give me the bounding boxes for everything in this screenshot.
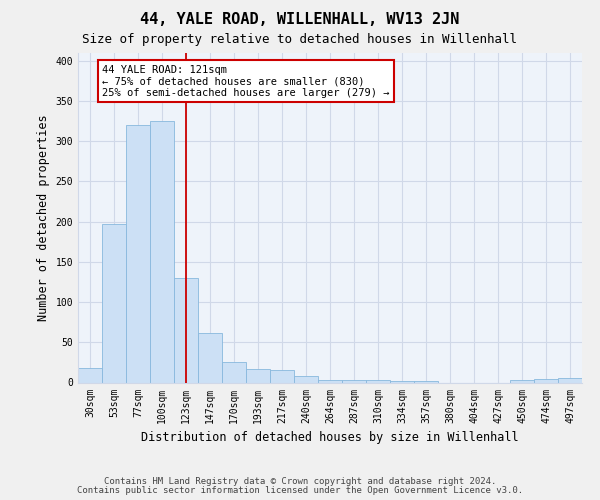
Bar (150, 121, 174, 382)
Bar (558, 378, 582, 382)
Bar (510, 380, 534, 382)
Bar (102, 224, 126, 382)
Text: 44 YALE ROAD: 121sqm
← 75% of detached houses are smaller (830)
25% of semi-deta: 44 YALE ROAD: 121sqm ← 75% of detached h… (102, 64, 389, 98)
X-axis label: Distribution of detached houses by size in Willenhall: Distribution of detached houses by size … (141, 431, 519, 444)
Bar (126, 125, 150, 382)
Bar (294, 376, 318, 382)
Bar (366, 380, 390, 382)
Bar (270, 370, 294, 382)
Bar (174, 278, 198, 382)
Bar (78, 368, 102, 382)
Bar (534, 380, 558, 382)
Text: Contains HM Land Registry data © Crown copyright and database right 2024.: Contains HM Land Registry data © Crown c… (104, 477, 496, 486)
Bar (414, 381, 438, 382)
Text: Contains public sector information licensed under the Open Government Licence v3: Contains public sector information licen… (77, 486, 523, 495)
Bar (246, 369, 270, 382)
Bar (318, 380, 342, 382)
Bar (222, 362, 246, 382)
Text: 44, YALE ROAD, WILLENHALL, WV13 2JN: 44, YALE ROAD, WILLENHALL, WV13 2JN (140, 12, 460, 28)
Bar (390, 381, 414, 382)
Text: Size of property relative to detached houses in Willenhall: Size of property relative to detached ho… (83, 32, 517, 46)
Bar (342, 380, 366, 382)
Bar (198, 332, 222, 382)
Y-axis label: Number of detached properties: Number of detached properties (37, 114, 50, 321)
